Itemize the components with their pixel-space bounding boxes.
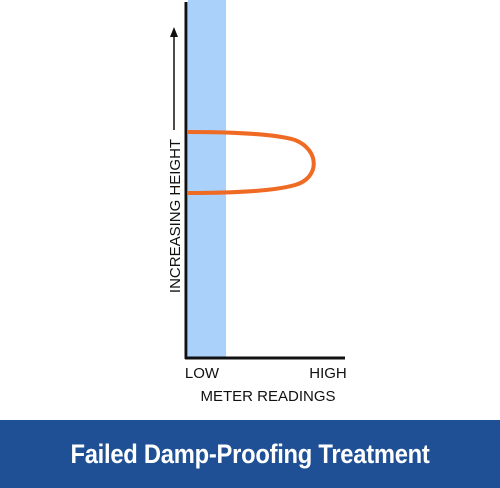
y-axis-label: INCREASING HEIGHT [167, 139, 184, 293]
moisture-curve [187, 130, 316, 195]
x-high-label: HIGH [309, 365, 347, 382]
banner-title: Failed Damp-Proofing Treatment [70, 438, 430, 469]
wall-band [188, 0, 226, 358]
banner: Failed Damp-Proofing Treatment [0, 420, 500, 488]
x-axis-label: METER READINGS [200, 388, 335, 405]
diagram: INCREASING HEIGHT LOW HIGH METER READING… [167, 0, 347, 405]
x-low-label: LOW [185, 365, 220, 382]
arrow-head [170, 27, 178, 37]
